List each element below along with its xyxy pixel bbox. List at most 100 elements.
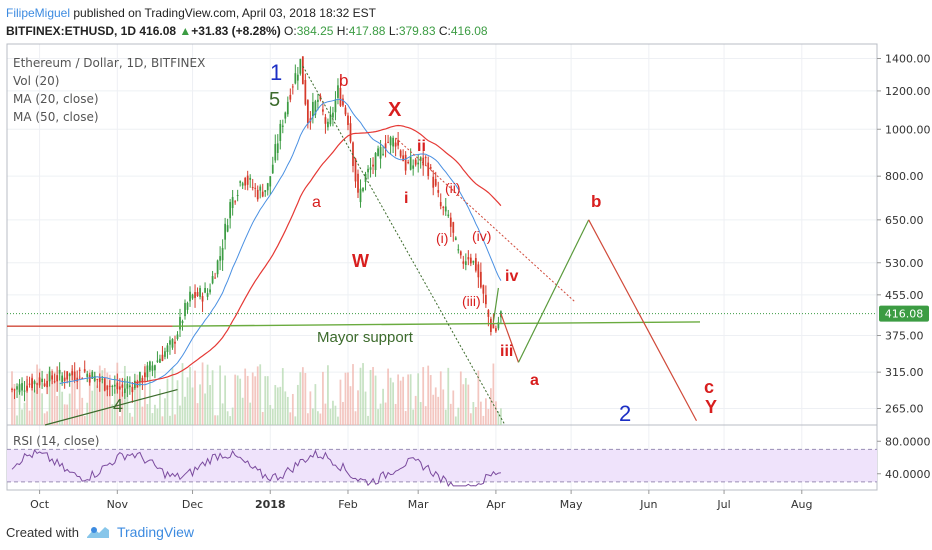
legend-volume[interactable]: Vol (20) bbox=[13, 74, 60, 88]
volume-bar bbox=[312, 408, 314, 425]
time-tick-label: Oct bbox=[30, 498, 50, 511]
candle-body bbox=[204, 287, 206, 293]
candle-body bbox=[21, 383, 23, 391]
volume-bar bbox=[53, 371, 56, 425]
legend-rsi[interactable]: RSI (14, close) bbox=[13, 434, 100, 448]
candle-body bbox=[169, 340, 171, 345]
volume-bar bbox=[181, 363, 184, 425]
candle-body bbox=[399, 150, 402, 157]
volume-bar bbox=[394, 403, 397, 425]
tradingview-brand[interactable]: TradingView bbox=[116, 524, 195, 540]
candle-body bbox=[63, 377, 66, 381]
candle-body bbox=[226, 225, 229, 232]
volume-bar bbox=[246, 375, 249, 425]
candle-body bbox=[98, 376, 101, 382]
candle-body bbox=[111, 386, 114, 388]
volume-bar bbox=[294, 416, 297, 425]
time-tick-label: Aug bbox=[791, 498, 812, 511]
candle-body bbox=[454, 237, 457, 241]
volume-bar bbox=[334, 405, 337, 425]
candle-body bbox=[206, 293, 209, 297]
volume-bar bbox=[367, 415, 369, 425]
candle-body bbox=[159, 358, 161, 363]
candle-body bbox=[389, 137, 392, 146]
volume-bar bbox=[439, 371, 442, 425]
candle-body bbox=[447, 214, 450, 217]
volume-bar bbox=[372, 366, 374, 425]
candle-body bbox=[276, 143, 279, 153]
tradingview-logo-icon bbox=[86, 527, 109, 538]
volume-bar bbox=[199, 384, 201, 425]
volume-bar bbox=[133, 385, 136, 425]
volume-bar bbox=[276, 387, 279, 425]
volume-bar bbox=[13, 383, 16, 425]
candle-body bbox=[43, 383, 46, 387]
candle-body bbox=[437, 190, 440, 193]
candle-body bbox=[131, 386, 134, 393]
chart-frame bbox=[6, 43, 878, 491]
candle-body bbox=[184, 302, 186, 317]
time-tick-label: Apr bbox=[486, 498, 506, 511]
volume-bar bbox=[78, 375, 81, 425]
volume-bar bbox=[296, 384, 299, 425]
volume-bar bbox=[156, 408, 159, 425]
projection-b bbox=[517, 219, 590, 363]
wave-label: W bbox=[352, 251, 369, 271]
candle-body bbox=[444, 206, 447, 212]
candle-body bbox=[329, 114, 332, 125]
volume-bar bbox=[374, 375, 377, 425]
volume-bar bbox=[33, 389, 36, 425]
wave-label: ii bbox=[417, 138, 426, 155]
volume-bar bbox=[399, 380, 402, 425]
legend-ma50[interactable]: MA (50, close) bbox=[13, 110, 99, 124]
candle-body bbox=[33, 381, 36, 385]
volume-bar bbox=[174, 414, 176, 425]
candle-body bbox=[86, 373, 89, 377]
volume-bar bbox=[249, 402, 252, 425]
candle-body bbox=[121, 384, 124, 388]
volume-bar bbox=[382, 388, 384, 425]
volume-bar bbox=[231, 407, 234, 425]
volume-bar bbox=[184, 396, 186, 425]
volume-bar bbox=[284, 391, 287, 425]
volume-bar bbox=[224, 375, 227, 425]
candle-body bbox=[334, 99, 337, 113]
volume-bar bbox=[144, 364, 146, 425]
legend-title[interactable]: Ethereum / Dollar, 1D, BITFINEX bbox=[13, 56, 206, 70]
candle-body bbox=[387, 141, 389, 143]
volume-bar bbox=[464, 378, 467, 425]
wave-label: 5 bbox=[269, 89, 280, 111]
volume-bar bbox=[487, 409, 490, 425]
volume-bar bbox=[171, 368, 174, 425]
volume-bar bbox=[397, 374, 400, 425]
candle-body bbox=[73, 371, 76, 381]
candle-body bbox=[452, 222, 455, 233]
volume-bar bbox=[392, 382, 394, 425]
time-tick-label: Mar bbox=[408, 498, 429, 511]
price-axis[interactable]: 1400.00 1200.00 1000.00 800.00 650.00 530.00 4… bbox=[877, 53, 931, 481]
volume-bar bbox=[359, 367, 362, 425]
wave-label: (iv) bbox=[472, 228, 491, 244]
volume-bar bbox=[414, 395, 417, 425]
candle-body bbox=[332, 112, 334, 118]
legend-ma20[interactable]: MA (20, close) bbox=[13, 92, 99, 106]
candle-body bbox=[349, 123, 352, 142]
time-axis[interactable]: Oct Nov Dec 2018 Feb Mar Apr May Jun Jul Aug bbox=[30, 490, 813, 511]
volume-bar bbox=[164, 398, 166, 425]
volume-bar bbox=[434, 387, 437, 425]
author-link[interactable]: FilipeMiguel bbox=[6, 6, 71, 20]
rsi-tick-label: 40.0000 bbox=[885, 468, 931, 481]
volume-bar bbox=[41, 393, 43, 425]
symbol-label[interactable]: BITFINEX:ETHUSD, 1D bbox=[6, 24, 137, 38]
chart-area[interactable]: 1400.00 1200.00 1000.00 800.00 650.00 530.00 4… bbox=[0, 0, 932, 515]
volume-bar bbox=[111, 404, 114, 425]
candle-body bbox=[171, 339, 174, 348]
time-tick-label: Jun bbox=[639, 498, 657, 511]
volume-bar bbox=[179, 405, 181, 425]
candle-body bbox=[312, 102, 314, 117]
support-label: Mayor support bbox=[317, 329, 414, 346]
volume-bar bbox=[352, 364, 354, 425]
wave-label: iv bbox=[505, 268, 518, 285]
candle-body bbox=[108, 385, 111, 387]
candle-body bbox=[477, 264, 480, 278]
